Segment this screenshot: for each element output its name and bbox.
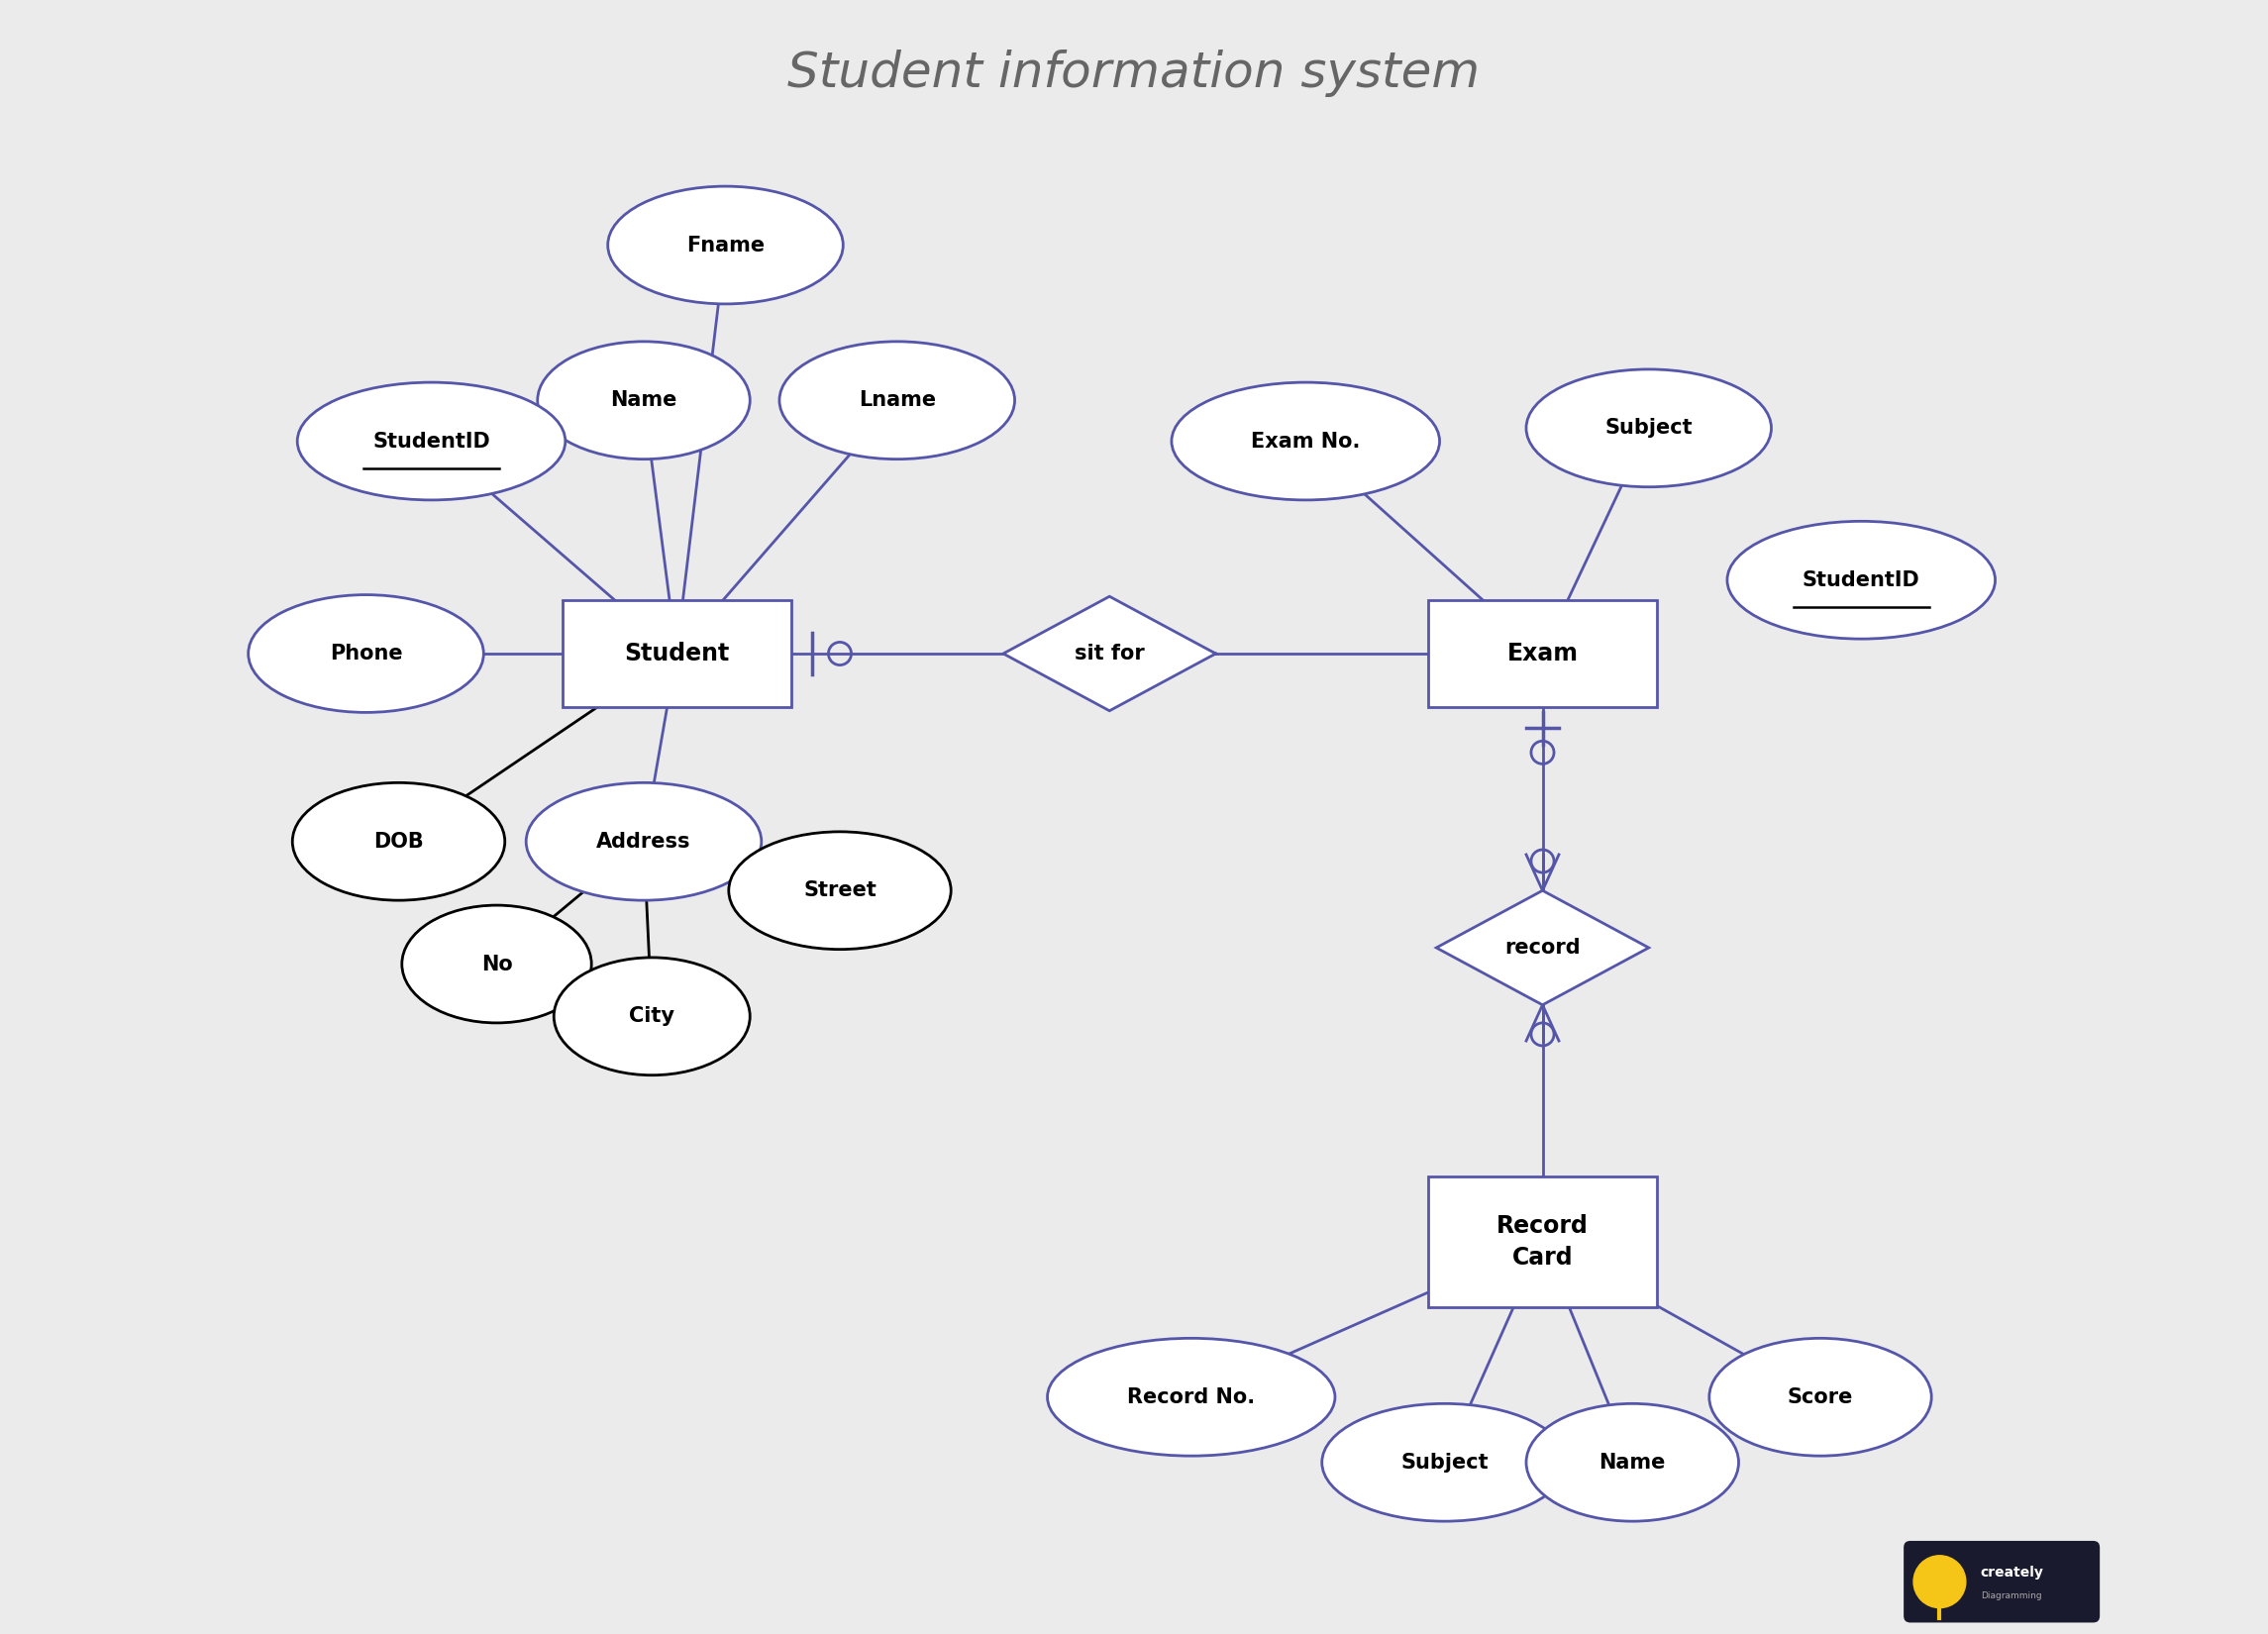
- Ellipse shape: [728, 832, 950, 949]
- Polygon shape: [1436, 891, 1649, 1005]
- Ellipse shape: [1173, 382, 1440, 500]
- Text: Street: Street: [803, 881, 875, 900]
- Ellipse shape: [1526, 1404, 1740, 1521]
- Ellipse shape: [293, 783, 506, 900]
- Text: Diagramming: Diagramming: [1980, 1592, 2041, 1600]
- Ellipse shape: [538, 342, 751, 459]
- Text: Phone: Phone: [329, 644, 401, 663]
- Text: StudentID: StudentID: [1803, 570, 1921, 590]
- Text: creately: creately: [1980, 1565, 2043, 1580]
- Ellipse shape: [247, 595, 483, 712]
- Ellipse shape: [526, 783, 762, 900]
- Ellipse shape: [780, 342, 1014, 459]
- Ellipse shape: [608, 186, 844, 304]
- Text: Address: Address: [596, 832, 692, 851]
- Ellipse shape: [1526, 369, 1771, 487]
- Ellipse shape: [1048, 1338, 1336, 1456]
- Polygon shape: [1002, 596, 1216, 711]
- Text: sit for: sit for: [1075, 644, 1145, 663]
- Text: StudentID: StudentID: [372, 431, 490, 451]
- FancyBboxPatch shape: [1429, 1176, 1658, 1307]
- Text: Fname: Fname: [687, 235, 764, 255]
- Ellipse shape: [401, 905, 592, 1023]
- Text: record: record: [1504, 938, 1581, 958]
- Text: City: City: [628, 1007, 674, 1026]
- Text: Record No.: Record No.: [1127, 1387, 1254, 1407]
- Ellipse shape: [553, 958, 751, 1075]
- FancyBboxPatch shape: [1429, 601, 1658, 706]
- Text: Exam: Exam: [1506, 642, 1579, 665]
- Text: DOB: DOB: [374, 832, 424, 851]
- Text: Exam No.: Exam No.: [1252, 431, 1361, 451]
- Text: Student: Student: [624, 642, 728, 665]
- Text: No: No: [481, 954, 513, 974]
- Text: Score: Score: [1787, 1387, 1853, 1407]
- FancyBboxPatch shape: [1903, 1541, 2100, 1623]
- FancyBboxPatch shape: [562, 601, 792, 706]
- Ellipse shape: [1728, 521, 1996, 639]
- Text: Subject: Subject: [1402, 1453, 1488, 1472]
- Ellipse shape: [1710, 1338, 1932, 1456]
- Text: Name: Name: [610, 391, 678, 410]
- Circle shape: [1914, 1556, 1966, 1608]
- Text: Lname: Lname: [857, 391, 937, 410]
- Text: Name: Name: [1599, 1453, 1665, 1472]
- Ellipse shape: [297, 382, 565, 500]
- Text: Student information system: Student information system: [787, 49, 1481, 98]
- Text: Subject: Subject: [1606, 418, 1692, 438]
- Text: Record
Card: Record Card: [1497, 1214, 1588, 1270]
- Ellipse shape: [1322, 1404, 1567, 1521]
